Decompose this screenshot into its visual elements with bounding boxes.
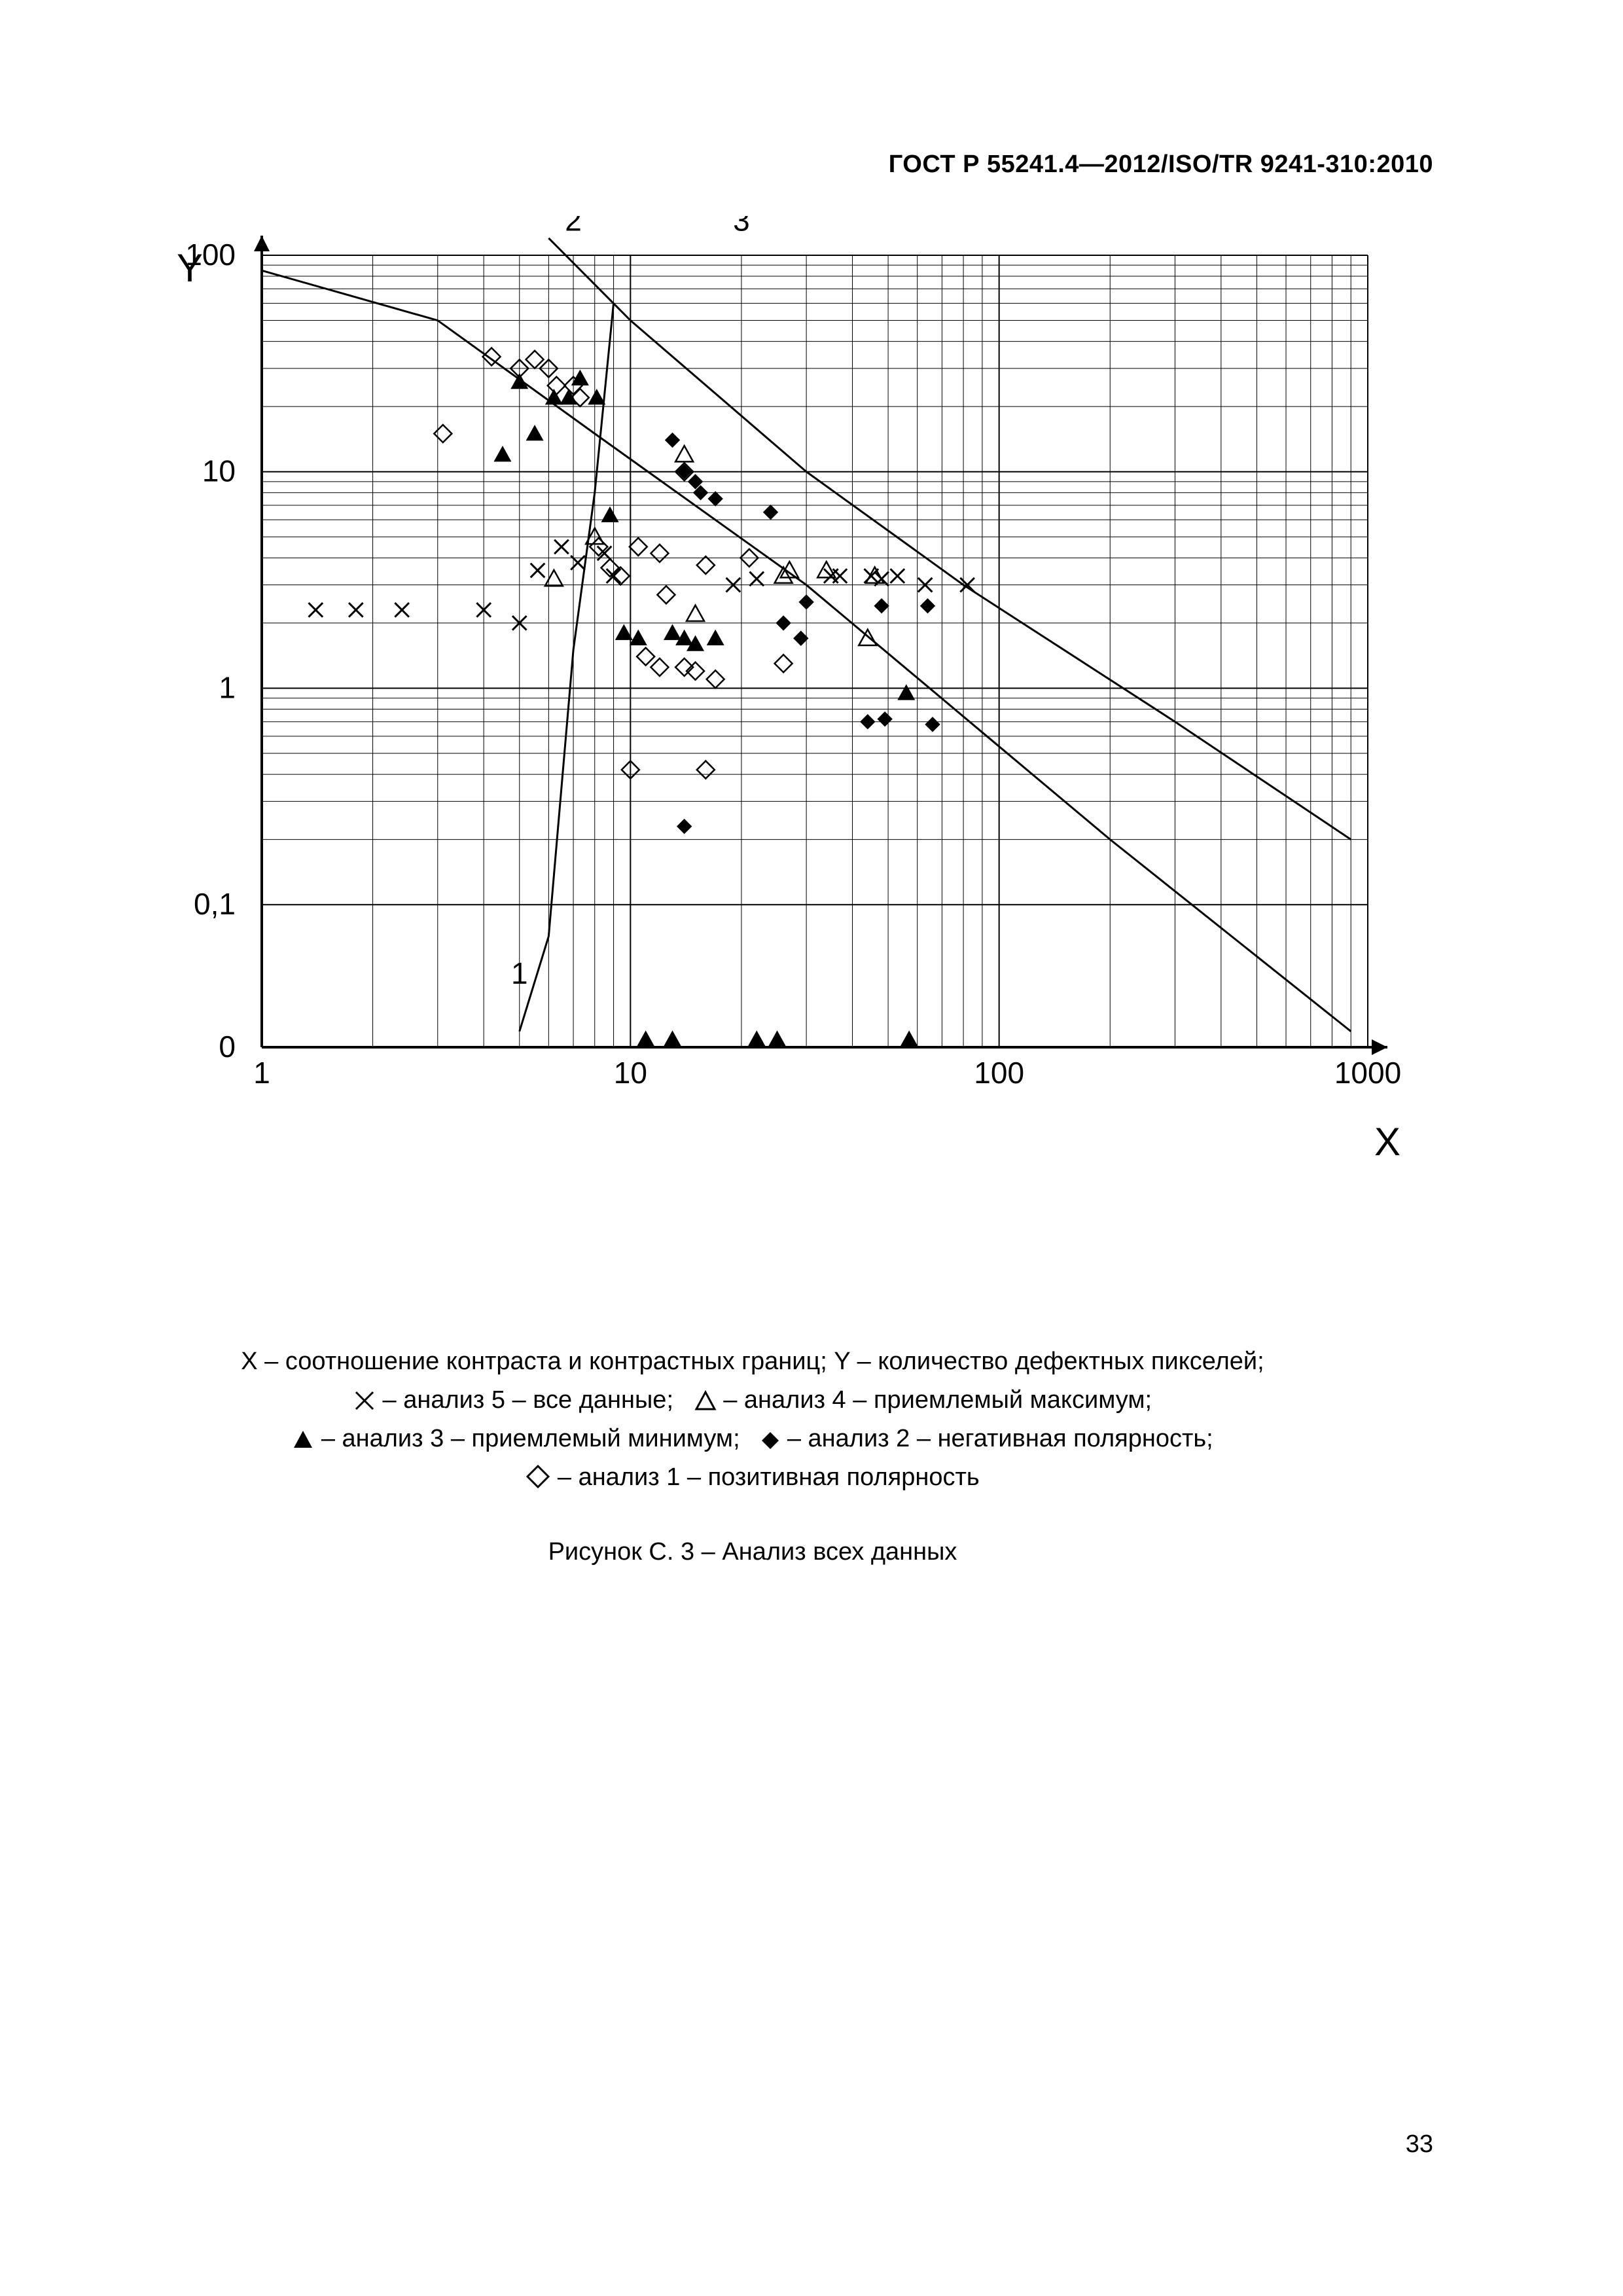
triangle-open-icon — [694, 1390, 717, 1412]
scatter-chart: 110100100000,1110100YX123 — [98, 216, 1407, 1198]
legend-row-1: – анализ 5 – все данные; – анализ 4 – пр… — [98, 1382, 1407, 1419]
figure-caption: Рисунок С. 3 – Анализ всех данных — [98, 1538, 1407, 1566]
svg-text:0,1: 0,1 — [194, 887, 236, 921]
svg-text:2: 2 — [565, 216, 582, 237]
legend-x-note: X – соотношение контраста и контрастных … — [241, 1348, 820, 1375]
legend-block: X – соотношение контраста и контрастных … — [98, 1342, 1407, 1498]
svg-text:Y: Y — [177, 246, 203, 290]
triangle-filled-icon — [292, 1428, 314, 1450]
svg-text:10: 10 — [614, 1056, 647, 1090]
svg-text:1: 1 — [511, 956, 528, 990]
svg-text:10: 10 — [202, 454, 236, 488]
document-header: ГОСТ Р 55241.4—2012/ISO/TR 9241-310:2010 — [889, 151, 1433, 179]
page: ГОСТ Р 55241.4—2012/ISO/TR 9241-310:2010… — [0, 0, 1623, 2296]
svg-text:1: 1 — [219, 670, 236, 704]
legend-y-note: Y – количество дефектных пикселей — [834, 1348, 1257, 1375]
legend-text-4: – анализ 4 – приемлемый максимум — [723, 1386, 1145, 1414]
legend-text-1: – анализ 1 – позитивная полярность — [558, 1463, 980, 1491]
svg-text:1000: 1000 — [1334, 1056, 1401, 1090]
svg-text:100: 100 — [974, 1056, 1024, 1090]
svg-text:1: 1 — [253, 1056, 270, 1090]
legend-text-2: – анализ 2 – негативная полярность — [787, 1425, 1206, 1452]
page-number: 33 — [1406, 2130, 1433, 2159]
svg-text:0: 0 — [219, 1030, 236, 1064]
svg-text:X: X — [1374, 1120, 1400, 1164]
diamond-filled-icon — [760, 1431, 780, 1450]
legend-row-2: – анализ 3 – приемлемый минимум; – анали… — [98, 1420, 1407, 1458]
diamond-open-icon — [526, 1464, 550, 1489]
legend-text-3: – анализ 3 – приемлемый минимум — [321, 1425, 733, 1452]
x-marker-icon — [353, 1390, 376, 1412]
svg-text:3: 3 — [733, 216, 750, 237]
chart-container: 110100100000,1110100YX123 — [98, 216, 1407, 1198]
legend-row-3: – анализ 1 – позитивная полярность — [98, 1459, 1407, 1496]
legend-axes-note: X – соотношение контраста и контрастных … — [98, 1343, 1407, 1380]
legend-text-5: – анализ 5 – все данные — [383, 1386, 667, 1414]
